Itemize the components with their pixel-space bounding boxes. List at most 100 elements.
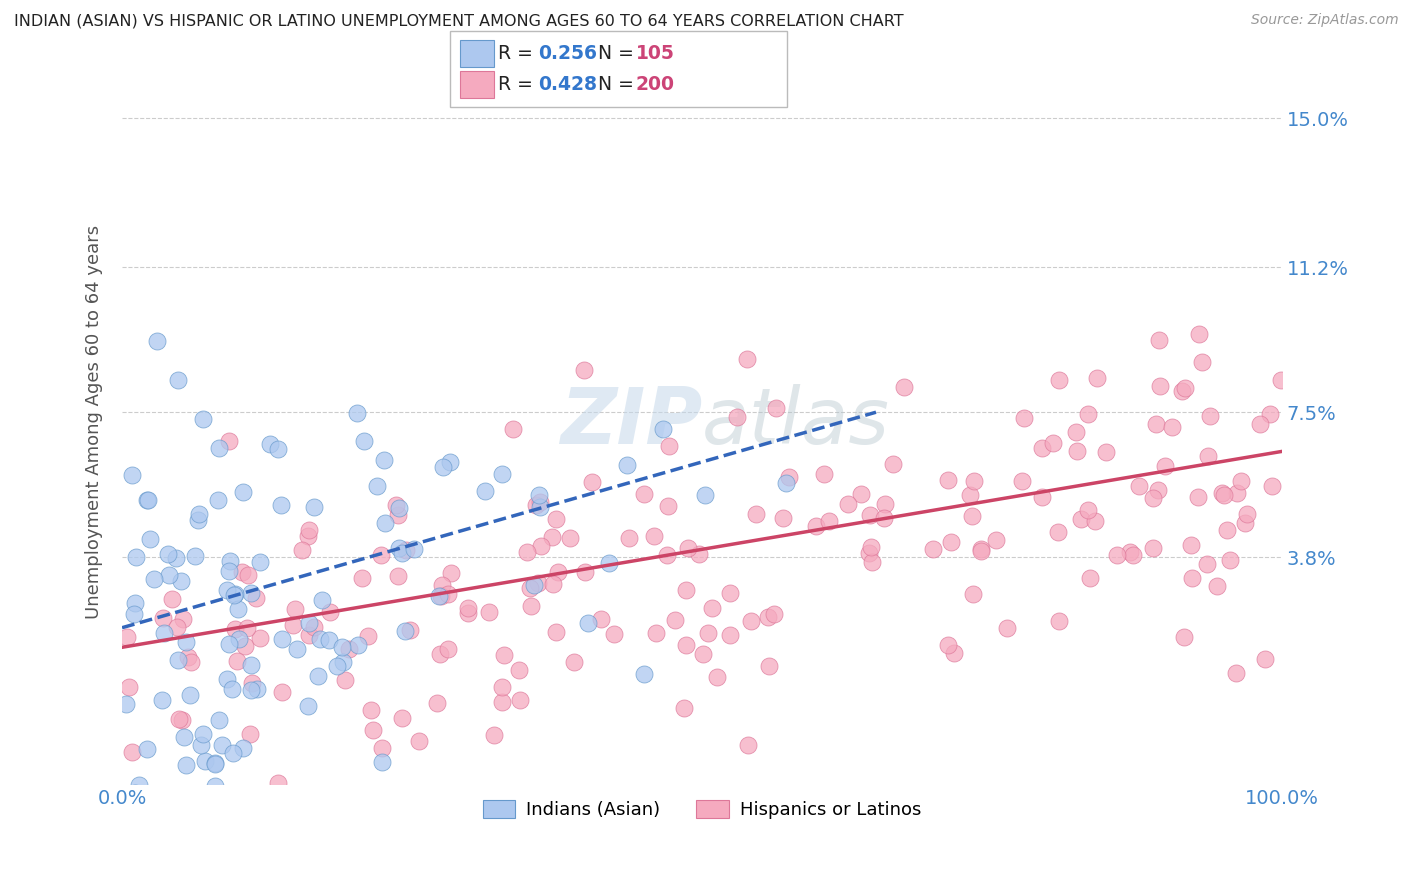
Point [482, 728, 505, 742]
Text: INDIAN (ASIAN) VS HISPANIC OR LATINO UNEMPLOYMENT AMONG AGES 60 TO 64 YEARS CORR: INDIAN (ASIAN) VS HISPANIC OR LATINO UNE… [14, 13, 904, 29]
Point [370, 755, 392, 769]
Point [214, 872, 236, 887]
Point [224, 588, 246, 602]
Point [249, 555, 271, 569]
Point [399, 623, 422, 637]
Point [207, 493, 229, 508]
Point [520, 599, 543, 613]
Point [873, 497, 896, 511]
Point [740, 614, 762, 628]
Point [239, 657, 262, 672]
Point [115, 630, 138, 644]
Point [439, 455, 461, 469]
Point [858, 546, 880, 560]
Point [204, 756, 226, 770]
Point [1187, 491, 1209, 505]
Point [1146, 483, 1168, 497]
Point [215, 673, 238, 687]
Point [285, 642, 308, 657]
Point [1085, 370, 1108, 384]
Point [304, 500, 326, 514]
Point [474, 484, 496, 499]
Point [363, 723, 385, 738]
Point [1213, 487, 1236, 501]
Point [366, 478, 388, 492]
Point [346, 406, 368, 420]
Point [440, 566, 463, 581]
Point [270, 498, 292, 512]
Point [429, 647, 451, 661]
Point [297, 698, 319, 713]
Point [1180, 538, 1202, 552]
Point [166, 620, 188, 634]
Point [1160, 419, 1182, 434]
Point [176, 757, 198, 772]
Point [664, 613, 686, 627]
Point [1014, 410, 1036, 425]
Point [529, 495, 551, 509]
Point [426, 696, 449, 710]
Point [115, 698, 138, 712]
Point [963, 475, 986, 489]
Point [837, 498, 859, 512]
Point [544, 625, 567, 640]
Point [562, 655, 585, 669]
Point [177, 649, 200, 664]
Point [491, 695, 513, 709]
Point [523, 578, 546, 592]
Point [180, 655, 202, 669]
Point [156, 788, 179, 802]
Point [1195, 558, 1218, 572]
Point [437, 587, 460, 601]
Point [1225, 665, 1247, 680]
Point [157, 568, 180, 582]
Point [524, 498, 547, 512]
Point [478, 605, 501, 619]
Text: 200: 200 [636, 75, 675, 95]
Point [318, 605, 340, 619]
Point [143, 806, 166, 821]
Point [187, 507, 209, 521]
Point [1261, 479, 1284, 493]
Text: N =: N = [598, 75, 640, 95]
Point [962, 587, 984, 601]
Point [758, 609, 780, 624]
Point [165, 551, 187, 566]
Point [696, 625, 718, 640]
Point [298, 627, 321, 641]
Point [725, 409, 748, 424]
Point [233, 639, 256, 653]
Point [1031, 490, 1053, 504]
Text: R =: R = [498, 75, 538, 95]
Point [335, 673, 357, 687]
Point [1084, 514, 1107, 528]
Point [1258, 407, 1281, 421]
Point [959, 488, 981, 502]
Point [657, 499, 679, 513]
Point [1173, 381, 1195, 395]
Point [1270, 373, 1292, 387]
Point [1042, 436, 1064, 450]
Point [394, 624, 416, 639]
Point [491, 467, 513, 482]
Point [135, 493, 157, 508]
Point [135, 742, 157, 756]
Point [224, 622, 246, 636]
Point [291, 543, 314, 558]
Point [297, 524, 319, 538]
Point [224, 587, 246, 601]
Point [860, 541, 883, 555]
Point [1181, 571, 1204, 585]
Point [645, 626, 668, 640]
Point [970, 544, 993, 558]
Point [633, 666, 655, 681]
Point [432, 460, 454, 475]
Point [208, 441, 231, 455]
Point [655, 549, 678, 563]
Point [970, 541, 993, 556]
Point [1047, 614, 1070, 628]
Point [1205, 579, 1227, 593]
Point [1236, 507, 1258, 521]
Point [1216, 523, 1239, 537]
Point [228, 632, 250, 647]
